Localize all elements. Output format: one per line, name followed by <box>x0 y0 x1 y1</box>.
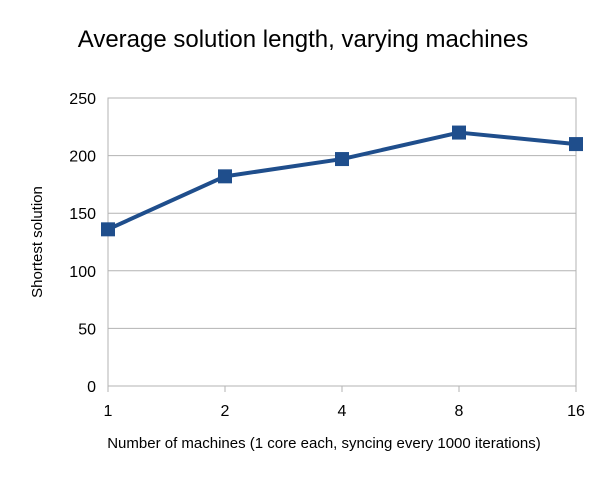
data-point-marker <box>569 137 583 152</box>
x-tick-label: 1 <box>104 403 113 420</box>
plot-frame <box>107 97 577 387</box>
y-tick-label: 100 <box>69 264 96 281</box>
data-point-marker <box>101 222 115 237</box>
y-tick-label: 200 <box>69 149 96 166</box>
series <box>101 125 583 237</box>
data-point-marker <box>218 169 232 184</box>
y-axis-tick-labels: 0 50 100 150 200 250 <box>69 91 96 396</box>
x-axis-ticks <box>107 386 577 392</box>
x-axis-label: Number of machines (1 core each, syncing… <box>107 435 541 452</box>
x-tick-label: 4 <box>338 403 347 420</box>
y-tick-label: 250 <box>69 91 96 108</box>
x-tick-label: 2 <box>221 403 230 420</box>
y-tick-label: 150 <box>69 206 96 223</box>
y-axis-label: Shortest solution <box>29 186 46 298</box>
x-axis-tick-labels: 1 2 4 8 16 <box>104 403 585 420</box>
y-tick-label: 50 <box>78 321 96 338</box>
x-tick-label: 8 <box>455 403 464 420</box>
x-tick-label: 16 <box>567 403 585 420</box>
chart-title: Average solution length, varying machine… <box>78 26 529 53</box>
data-point-marker <box>335 152 349 167</box>
gridlines <box>108 97 576 387</box>
plot-area <box>107 97 577 392</box>
y-tick-label: 0 <box>87 379 96 396</box>
data-point-marker <box>452 125 466 140</box>
series-line <box>107 130 577 232</box>
